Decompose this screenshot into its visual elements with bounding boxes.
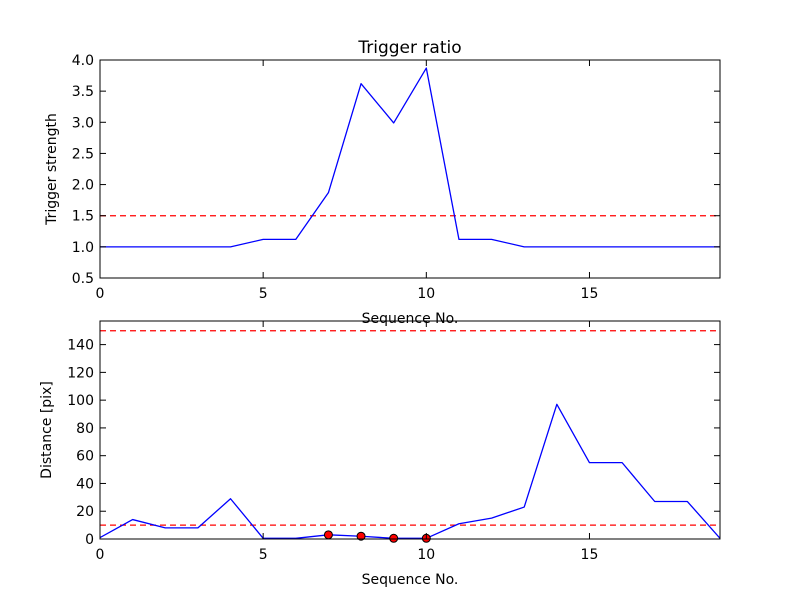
y-tick-label: 60: [76, 449, 94, 465]
data-point-marker: [356, 531, 366, 541]
y-tick-label: 140: [67, 338, 94, 354]
x-axis-label: Sequence No.: [362, 311, 459, 327]
series-line: [100, 67, 720, 248]
y-tick-label: 120: [67, 365, 94, 381]
y-tick-label: 3.0: [72, 115, 94, 131]
plot-frame: [99, 320, 721, 540]
trigger-ratio-panel: Trigger ratio Sequence No. Trigger stren…: [44, 38, 721, 327]
x-tick-label: 15: [581, 286, 599, 302]
y-tick-label: 4.0: [72, 53, 94, 69]
x-tick-label: 10: [417, 286, 435, 302]
x-axis-label: Sequence No.: [362, 572, 459, 588]
y-tick-label: 1.0: [72, 240, 94, 256]
x-tick-label: 0: [96, 547, 105, 563]
x-tick-label: 15: [581, 547, 599, 563]
x-tick-label: 0: [96, 286, 105, 302]
data-point-marker: [389, 533, 399, 543]
data-point-marker: [323, 530, 333, 540]
y-axis-label: Distance [pix]: [39, 381, 55, 479]
y-axis-label: Trigger strength: [44, 113, 60, 226]
x-tick-label: 10: [417, 547, 435, 563]
plot-frame: [99, 59, 721, 279]
y-tick-label: 1.5: [72, 209, 94, 225]
x-tick-label: 5: [259, 547, 268, 563]
y-tick-label: 100: [67, 393, 94, 409]
series-line: [100, 403, 720, 539]
y-tick-label: 0.5: [72, 271, 94, 287]
y-tick-label: 80: [76, 421, 94, 437]
y-tick-label: 3.5: [72, 84, 94, 100]
y-tick-label: 0: [85, 532, 94, 548]
y-tick-label: 20: [76, 504, 94, 520]
x-tick-label: 5: [259, 286, 268, 302]
y-tick-label: 2.5: [72, 146, 94, 162]
y-tick-label: 2.0: [72, 178, 94, 194]
chart-title: Trigger ratio: [357, 38, 461, 58]
y-tick-label: 40: [76, 476, 94, 492]
distance-panel: Sequence No. Distance [pix] 0 5 10 15 0 20 40 6…: [39, 320, 721, 588]
